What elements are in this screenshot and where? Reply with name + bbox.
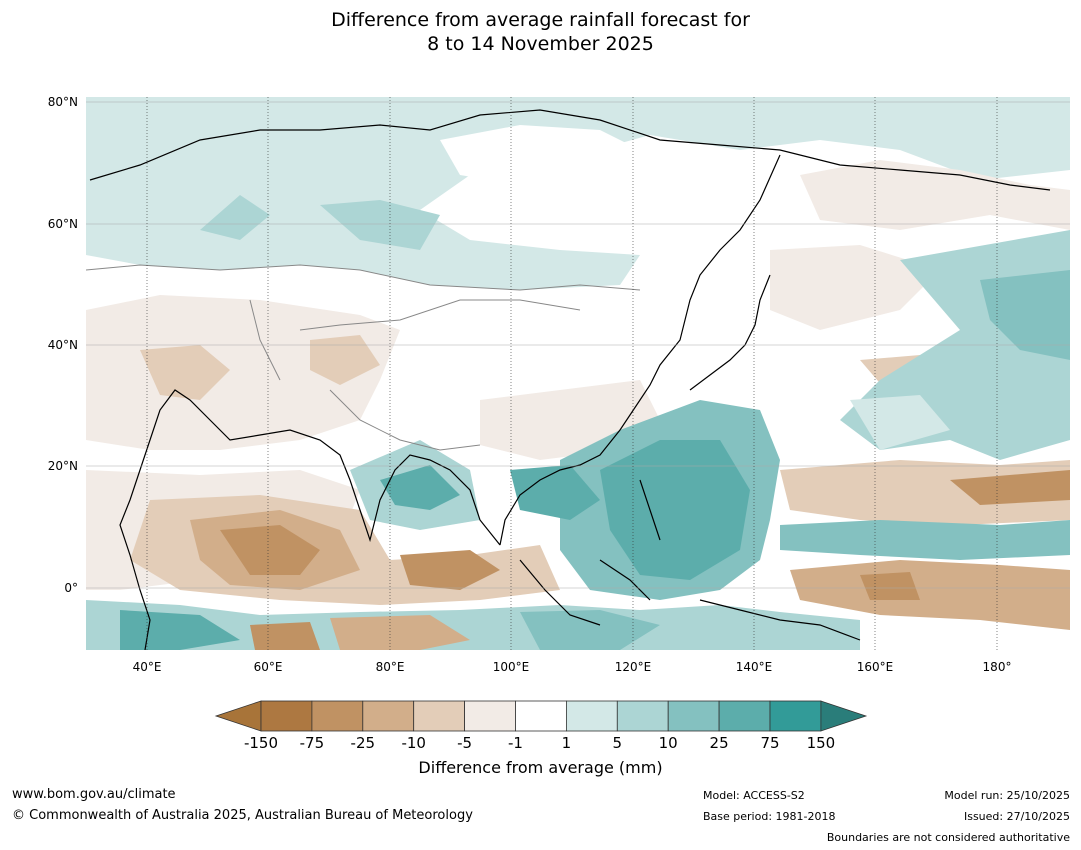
legend-tick-label: -5 bbox=[457, 734, 472, 752]
country-borders bbox=[86, 264, 641, 451]
lon-label-180: 180° bbox=[983, 660, 1012, 674]
legend-arrow-low bbox=[214, 700, 262, 732]
meridians bbox=[146, 97, 998, 650]
wet-region-bay-of-bengal-2 bbox=[380, 465, 460, 510]
title-line-1: Difference from average rainfall forecas… bbox=[331, 9, 750, 31]
coastline-eurasia bbox=[89, 109, 1051, 650]
legend-swatch bbox=[464, 700, 516, 732]
dry-region-east-pacific-2 bbox=[950, 470, 1070, 505]
legend-tick-label: -75 bbox=[300, 734, 325, 752]
legend-swatch bbox=[565, 700, 618, 732]
boundaries-note: Boundaries are not considered authoritat… bbox=[826, 831, 1070, 844]
rainfall-map: 80°N 60°N 40°N 20°N 0° 40°E 60°E 80°E 10… bbox=[48, 95, 1070, 674]
chart-title: Difference from average rainfall forecas… bbox=[0, 8, 1081, 56]
lon-label-120e: 120°E bbox=[615, 660, 652, 674]
lat-label-0: 0° bbox=[64, 581, 78, 595]
dry-region-south-pacific bbox=[790, 560, 1070, 630]
lat-label-40n: 40°N bbox=[48, 338, 78, 352]
legend-swatch bbox=[667, 700, 720, 732]
wet-region-north-pacific-2 bbox=[980, 270, 1070, 360]
lon-label-160e: 160°E bbox=[857, 660, 894, 674]
lon-label-100e: 100°E bbox=[493, 660, 530, 674]
legend-tick-label: 10 bbox=[659, 734, 678, 752]
lon-label-60e: 60°E bbox=[254, 660, 283, 674]
wet-region-equatorial-pacific bbox=[780, 520, 1070, 560]
wet-region-west-pacific-2 bbox=[600, 440, 750, 580]
legend-swatch bbox=[718, 700, 771, 732]
dry-region-indian-ocean-4 bbox=[400, 550, 500, 590]
dry-region-north-pacific bbox=[770, 245, 940, 330]
dry-region-northeast bbox=[800, 160, 1070, 230]
legend-tick-label: 75 bbox=[760, 734, 779, 752]
legend-swatch bbox=[413, 700, 465, 732]
legend-tick-label: 5 bbox=[613, 734, 623, 752]
lat-label-60n: 60°N bbox=[48, 217, 78, 231]
model-name: Model: ACCESS-S2 bbox=[703, 789, 805, 802]
legend-swatch bbox=[515, 700, 567, 732]
legend-tick-label: -10 bbox=[401, 734, 426, 752]
legend-swatch bbox=[311, 700, 364, 732]
wet-region-north-3 bbox=[320, 200, 440, 250]
lat-label-20n: 20°N bbox=[48, 459, 78, 473]
legend-swatch bbox=[260, 700, 313, 732]
model-run: Model run: 25/10/2025 bbox=[944, 789, 1070, 802]
dry-region-central-asia bbox=[86, 295, 400, 450]
legend-swatch bbox=[616, 700, 669, 732]
footer-url[interactable]: www.bom.gov.au/climate bbox=[12, 787, 176, 802]
title-line-2: 8 to 14 November 2025 bbox=[427, 33, 654, 55]
lon-label-140e: 140°E bbox=[736, 660, 773, 674]
legend-tick-label: -25 bbox=[351, 734, 376, 752]
wet-region-south-china-sea bbox=[510, 465, 600, 520]
gridlines bbox=[86, 101, 1070, 589]
dry-region-south-indian-2 bbox=[250, 622, 320, 650]
lon-label-80e: 80°E bbox=[376, 660, 405, 674]
coastline-indonesia bbox=[519, 479, 861, 641]
dry-region-central-asia-2 bbox=[140, 345, 230, 400]
white-patch-north bbox=[440, 125, 640, 185]
legend-tick-label: -150 bbox=[244, 734, 278, 752]
map-fill-layer bbox=[86, 97, 1070, 650]
dry-region-south-indian bbox=[330, 615, 470, 650]
legend-title: Difference from average (mm) bbox=[418, 758, 663, 777]
wet-region-south-indian-3 bbox=[520, 610, 660, 650]
wet-region-north-2 bbox=[200, 195, 270, 240]
footer-copyright: © Commonwealth of Australia 2025, Austra… bbox=[12, 808, 473, 823]
legend-arrow-high bbox=[820, 700, 868, 732]
wet-region-north bbox=[86, 97, 1070, 290]
legend-swatch bbox=[769, 700, 822, 732]
legend-tick-label: 150 bbox=[807, 734, 836, 752]
legend-tick-label: 25 bbox=[710, 734, 729, 752]
dry-region-indian-ocean-3 bbox=[220, 525, 320, 575]
issued-date: Issued: 27/10/2025 bbox=[963, 810, 1070, 823]
dry-region-south-pacific-2 bbox=[860, 572, 920, 600]
color-legend: -150 -75 -25 -10 -5 -1 1 5 10 25 75 150 bbox=[214, 700, 868, 752]
base-period: Base period: 1981-2018 bbox=[703, 810, 836, 823]
legend-tick-label: -1 bbox=[508, 734, 523, 752]
lon-label-40e: 40°E bbox=[133, 660, 162, 674]
legend-tick-label: 1 bbox=[562, 734, 572, 752]
legend-swatch bbox=[362, 700, 415, 732]
dry-region-central-asia-3 bbox=[310, 335, 380, 385]
lat-label-80n: 80°N bbox=[48, 95, 78, 109]
